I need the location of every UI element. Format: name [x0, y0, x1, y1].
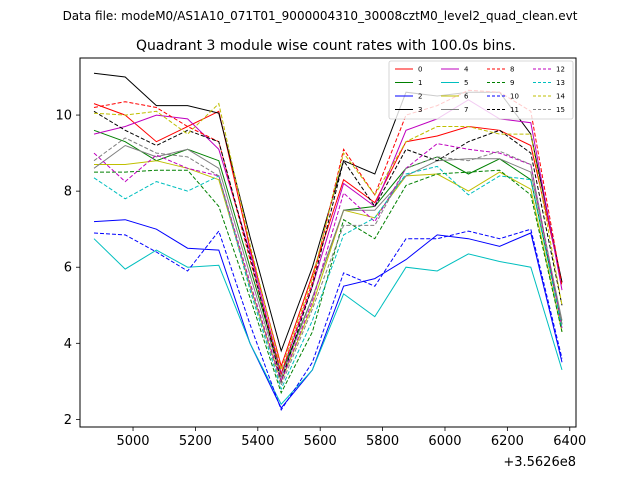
legend-label: 13 [556, 79, 565, 87]
legend-label: 4 [464, 66, 469, 74]
series-line-9 [94, 169, 563, 395]
series-line-11 [93, 110, 563, 384]
series-line-0 [93, 103, 563, 368]
series-line-14 [93, 102, 563, 372]
x-offset-label: +3.5626e8 [503, 455, 576, 470]
legend-label: 9 [510, 79, 514, 87]
legend-label: 10 [510, 93, 519, 101]
x-tick-label: 5200 [179, 434, 212, 449]
series-line-13 [93, 165, 563, 391]
x-axis: 5000 5200 5400 5600 5800 6000 6200 6400 [116, 427, 586, 449]
series-line-12 [93, 143, 563, 383]
y-tick-label: 4 [64, 337, 72, 352]
series-line-8 [93, 89, 563, 376]
x-tick-label: 5400 [241, 434, 274, 449]
y-tick-label: 2 [64, 413, 72, 428]
series-line-2 [93, 219, 563, 409]
plot-area-frame [79, 57, 577, 428]
legend-label: 5 [464, 79, 468, 87]
series-line-6 [94, 160, 563, 383]
x-tick-label: 6000 [428, 434, 461, 449]
legend-label: 0 [418, 66, 422, 74]
suptitle: Data file: modeM0/AS1A10_071T01_90000043… [63, 9, 578, 23]
legend-frame [388, 60, 574, 120]
y-tick-label: 8 [64, 185, 72, 200]
x-tick-label: 6400 [553, 434, 586, 449]
legend-label: 6 [464, 93, 469, 101]
y-tick-label: 6 [64, 261, 72, 276]
plot-lines [93, 72, 563, 412]
legend-label: 11 [510, 106, 519, 114]
x-tick-label: 5600 [304, 434, 337, 449]
legend-label: 3 [418, 106, 422, 114]
legend-label: 2 [418, 93, 422, 101]
series-line-5 [93, 238, 563, 406]
x-tick-label: 6200 [491, 434, 524, 449]
legend-label: 12 [556, 66, 565, 74]
x-tick-label: 5000 [116, 434, 149, 449]
legend-label: 7 [464, 106, 468, 114]
legend-label: 8 [510, 66, 514, 74]
y-tick-label: 10 [55, 109, 72, 124]
y-axis: 2 4 6 8 10 [55, 109, 80, 428]
series-line-15 [93, 137, 563, 387]
legend-label: 1 [418, 79, 422, 87]
series-line-1 [93, 129, 563, 376]
x-tick-label: 5800 [366, 434, 399, 449]
series-line-7 [93, 144, 563, 380]
chart-title: Quadrant 3 module wise count rates with … [136, 38, 516, 54]
series-line-10 [93, 228, 563, 412]
legend-label: 14 [556, 93, 565, 101]
legend-label: 15 [556, 106, 565, 114]
